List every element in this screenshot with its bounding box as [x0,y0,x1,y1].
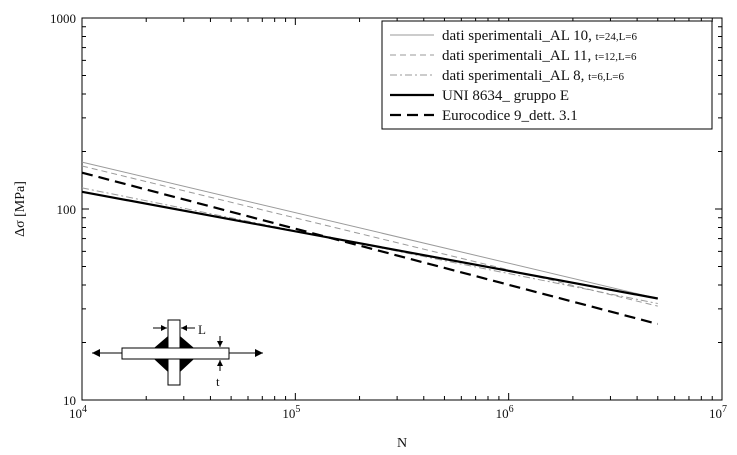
legend-label-5: Eurocodice 9_dett. 3.1 [442,108,578,124]
dim-L-arrowhead-left [161,325,167,331]
dim-t-label: t [216,374,220,389]
dim-L-arrowhead-right [181,325,187,331]
legend-label-2: dati sperimentali_AL 11, t=12,L=6 [442,48,637,64]
legend-label-1: dati sperimentali_AL 10, t=24,L=6 [442,28,638,44]
legend-label-main: dati sperimentali_AL 11, [442,48,595,64]
legend-label-main: dati sperimentali_AL 10, [442,28,596,44]
x-tick-base: 10 [69,406,82,421]
legend-box [381,20,713,130]
x-tick-exponent: 7 [722,404,727,415]
dim-L-label: L [198,322,206,337]
legend-label-main: dati sperimentali_AL 8, [442,68,588,84]
y-tick-label: 1000 [50,11,76,26]
legend-label-3: dati sperimentali_AL 8, t=6,L=6 [442,68,625,84]
base-plate [121,347,230,360]
legend-label-4: UNI 8634_ gruppo E [442,88,569,104]
legend-label-params: t=6,L=6 [588,71,624,83]
x-tick-exponent: 4 [82,404,87,415]
dim-t-arrowhead-bottom [217,360,223,366]
legend-label-params: t=12,L=6 [595,51,637,63]
x-tick-exponent: 5 [295,404,300,415]
attachment-bottom [167,358,181,386]
legend-label-params: t=24,L=6 [596,31,638,43]
x-tick-label: 104 [69,404,87,421]
x-tick-label: 105 [282,404,300,421]
weld-bottom-left [154,359,168,372]
dim-t-arrowhead-top [217,341,223,347]
y-tick-label: 10 [63,393,76,408]
weld-top-right [180,336,194,348]
y-tick-label: 100 [57,202,77,217]
load-arrowhead-left [92,349,100,357]
y-axis-title: Δσ [MPa] [13,181,28,237]
legend-label-main: UNI 8634_ gruppo E [442,88,569,104]
weld-top-left [154,336,168,348]
x-tick-label: 106 [496,404,514,421]
series-line-1 [81,161,658,299]
x-tick-exponent: 6 [509,404,514,415]
weld-bottom-right [180,359,194,372]
x-tick-base: 10 [709,406,722,421]
x-tick-base: 10 [282,406,295,421]
attachment-top [167,319,181,349]
series-line-2 [81,165,658,307]
x-axis-title: N [397,436,407,451]
legend-label-main: Eurocodice 9_dett. 3.1 [442,108,578,124]
x-tick-label: 107 [709,404,727,421]
x-tick-base: 10 [496,406,509,421]
load-arrowhead-right [255,349,263,357]
series-line-5 [81,171,659,326]
series-line-4 [81,190,658,300]
